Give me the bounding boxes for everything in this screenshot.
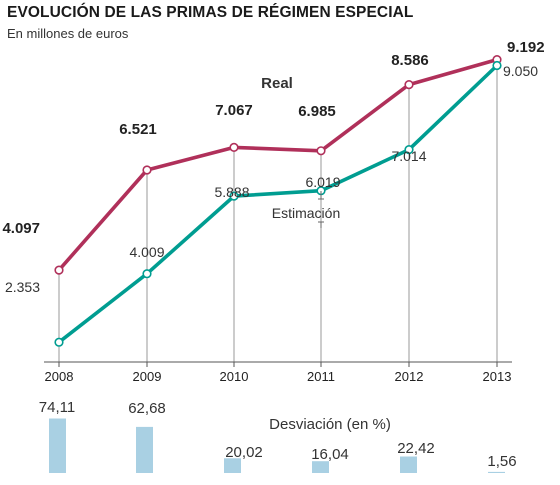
series-name-estimacion: Estimación	[272, 205, 340, 221]
x-tick-label-2010: 2010	[220, 369, 249, 384]
x-tick-label-2008: 2008	[45, 369, 74, 384]
x-tick-label-2011: 2011	[307, 369, 335, 384]
x-tick-label-2012: 2012	[395, 369, 424, 384]
data-label-estimacion-2009: 4.009	[129, 244, 164, 260]
deviation-label-2010: 20,02	[225, 444, 263, 461]
deviation-bar-2011	[312, 461, 329, 473]
data-label-real-2010: 7.067	[215, 102, 253, 119]
data-label-estimacion-2013: 9.050	[503, 63, 538, 79]
data-label-real-2008: 4.097	[2, 220, 40, 237]
x-tick-label-2009: 2009	[133, 369, 162, 384]
series-line-real	[57, 57, 498, 272]
series-line-estimacion	[57, 64, 499, 344]
data-label-real-2013: 9.192	[507, 39, 545, 56]
deviation-bar-2013	[488, 471, 505, 473]
data-label-estimacion-2012: 7.014	[391, 148, 426, 164]
data-label-estimacion-2011: 6.019	[305, 174, 340, 190]
point-estimacion-2012	[404, 145, 414, 155]
deviation-bar-2009	[136, 426, 153, 473]
data-label-estimacion-2008: 2.353	[5, 279, 40, 295]
series-name-real: Real	[261, 75, 293, 92]
deviation-label-2009: 62,68	[128, 400, 166, 417]
point-real-2011	[316, 146, 326, 156]
chart-subtitle: En millones de euros	[7, 26, 129, 41]
x-tick-label-2013: 2013	[483, 369, 512, 384]
deviation-label-2013: 1,56	[487, 453, 516, 470]
data-label-real-2009: 6.521	[119, 121, 157, 138]
deviation-label-2012: 22,42	[397, 440, 435, 457]
deviation-label-2011: 16,04	[311, 446, 349, 463]
point-estimacion-2008	[54, 337, 64, 347]
point-estimacion-2013	[492, 60, 502, 71]
point-estimacion-2010	[229, 191, 239, 201]
point-estimacion-2009	[142, 269, 152, 279]
chart-title: EVOLUCIÓN DE LAS PRIMAS DE RÉGIMEN ESPEC…	[7, 4, 414, 21]
deviation-bar-2012	[400, 456, 417, 473]
bar-chart-title: Desviación (en %)	[269, 416, 391, 433]
data-label-real-2011: 6.985	[298, 103, 336, 120]
data-label-real-2012: 8.586	[391, 52, 429, 69]
point-real-2010	[229, 142, 239, 152]
point-real-2008	[54, 265, 64, 275]
point-real-2009	[142, 165, 152, 175]
deviation-bar-2008	[49, 418, 66, 473]
deviation-label-2008: 74,11	[39, 399, 75, 416]
data-label-estimacion-2010: 5.888	[214, 184, 249, 200]
point-real-2012	[404, 79, 414, 90]
deviation-bar-2010	[224, 458, 241, 473]
